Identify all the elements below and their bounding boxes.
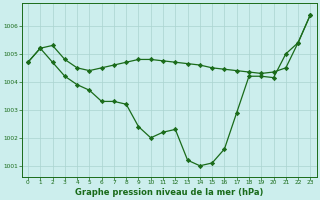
X-axis label: Graphe pression niveau de la mer (hPa): Graphe pression niveau de la mer (hPa) [75, 188, 263, 197]
